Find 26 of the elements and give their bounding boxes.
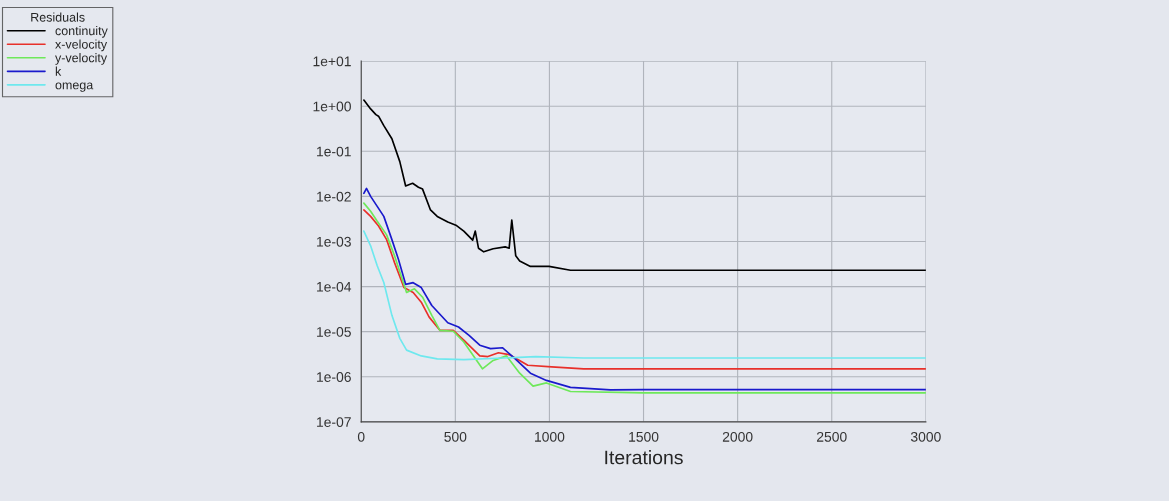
y-tick-label: 1e-05 xyxy=(317,327,351,337)
x-tick-label: 1000 xyxy=(535,431,565,442)
y-tick-label: 1e+00 xyxy=(313,101,351,112)
y-tick-label: 1e-02 xyxy=(317,191,351,202)
x-tick-label: 0 xyxy=(357,431,365,442)
legend-label: k xyxy=(55,66,62,76)
line-series xyxy=(363,230,926,361)
line-series xyxy=(363,99,926,272)
y-tick-label: 1e-06 xyxy=(317,372,351,382)
legend-label: y-velocity xyxy=(55,53,108,65)
legend-label: x-velocity xyxy=(55,39,108,52)
line-series xyxy=(363,209,926,370)
y-tick-label: 1e-04 xyxy=(317,281,352,292)
x-tick-label: 500 xyxy=(444,431,467,442)
x-tick-label: 1500 xyxy=(629,431,659,442)
x-tick-label: 2000 xyxy=(722,431,753,442)
x-tick-label: 2500 xyxy=(817,431,847,442)
y-tick-label: 1e-07 xyxy=(317,417,351,428)
legend-label: omega xyxy=(55,82,94,92)
y-tick-label: 1e+01 xyxy=(313,56,351,67)
y-tick-label: 1e-03 xyxy=(317,236,351,247)
x-tick-label: 3000 xyxy=(910,431,941,442)
y-tick-label: 1e-01 xyxy=(317,146,351,157)
legend-title: Residuals xyxy=(31,12,85,22)
legend-label: continuity xyxy=(55,26,108,38)
x-axis-title: Iterations xyxy=(605,450,683,465)
